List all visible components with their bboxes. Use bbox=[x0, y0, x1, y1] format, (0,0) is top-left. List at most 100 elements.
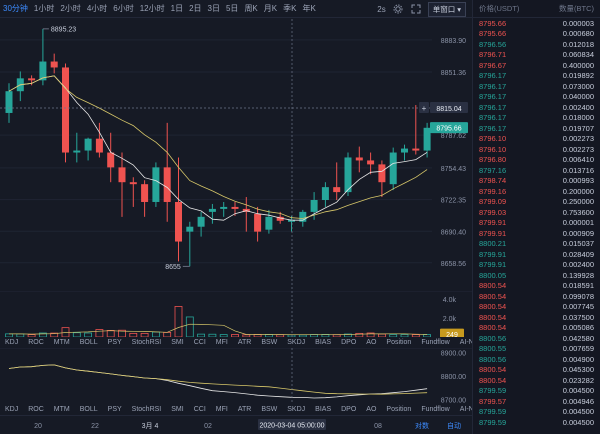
indicator-tab[interactable]: DPO bbox=[341, 406, 357, 413]
indicator-tab[interactable]: SMI bbox=[171, 339, 184, 346]
indicator-tab[interactable]: Position bbox=[386, 339, 412, 346]
indicator-tab[interactable]: DPO bbox=[341, 339, 357, 346]
sub-indicator-pane[interactable]: 8900.00 8800.00 8700.00 bbox=[0, 348, 472, 404]
indicator-tab[interactable]: MFI bbox=[215, 339, 228, 346]
indicator-tab[interactable]: SKDJ bbox=[287, 406, 306, 413]
indicator-tab[interactable]: KDJ bbox=[5, 406, 19, 413]
indicator-tab[interactable]: StochRSI bbox=[131, 339, 162, 346]
indicator-tab[interactable]: ATR bbox=[237, 339, 252, 346]
window-layout-dropdown[interactable]: 单窗口 ▾ bbox=[427, 1, 466, 17]
timeframe-toolbar: 30分钟 1小时 2小时 4小时 6小时 12小时 1日 2日 3日 5日 周K 月K 季K 年K 2s 单窗… bbox=[0, 0, 472, 18]
candle[interactable] bbox=[152, 162, 160, 207]
refresh-speed[interactable]: 2s bbox=[377, 4, 386, 14]
candle[interactable] bbox=[129, 177, 137, 207]
candle[interactable] bbox=[163, 122, 171, 222]
candle[interactable] bbox=[5, 83, 13, 123]
timeframe-tab[interactable]: 2日 bbox=[189, 4, 202, 13]
auto-scale-toggle[interactable]: 自动 bbox=[447, 421, 461, 430]
indicator-tab[interactable]: ROC bbox=[28, 406, 44, 413]
candle[interactable] bbox=[288, 215, 295, 232]
indicator-tab[interactable]: BIAS bbox=[315, 406, 332, 413]
amount-column-header: 数量(BTC) bbox=[559, 4, 594, 13]
indicator-tab[interactable]: AO bbox=[366, 406, 377, 413]
timeframe-tab[interactable]: 3日 bbox=[207, 4, 220, 13]
candle[interactable] bbox=[242, 197, 250, 232]
volume-pane[interactable]: 4.0k 2.0k 249 bbox=[0, 291, 472, 337]
indicator-tab[interactable]: BSW bbox=[261, 339, 278, 346]
order-amount: 0.019707 bbox=[562, 123, 594, 133]
order-amount: 0.000993 bbox=[562, 176, 594, 186]
indicator-tab[interactable]: Position bbox=[386, 406, 412, 413]
volume-axis-label: 4.0k bbox=[443, 297, 457, 304]
candle[interactable] bbox=[265, 209, 273, 234]
indicator-tab[interactable]: PSY bbox=[107, 339, 122, 346]
indicator-tab[interactable]: MFI bbox=[215, 406, 228, 413]
candle[interactable] bbox=[73, 132, 81, 163]
indicator-tab[interactable]: MTM bbox=[53, 406, 70, 413]
indicator-tab[interactable]: AO bbox=[366, 339, 377, 346]
indicator-tab[interactable]: Fundflow bbox=[421, 339, 450, 346]
candle[interactable] bbox=[50, 53, 58, 74]
candle[interactable] bbox=[412, 105, 420, 155]
candle[interactable] bbox=[197, 211, 205, 237]
candle[interactable] bbox=[321, 182, 329, 207]
candle-body bbox=[265, 216, 273, 230]
fullscreen-icon[interactable] bbox=[410, 3, 422, 15]
order-price: 8799.09 bbox=[479, 197, 507, 207]
order-price: 8799.59 bbox=[479, 417, 507, 427]
timeframe-tab[interactable]: 1小时 bbox=[33, 4, 55, 13]
order-book-row: 8798.74 0.000993 bbox=[473, 176, 600, 187]
candle[interactable] bbox=[355, 146, 363, 173]
candle[interactable] bbox=[367, 152, 375, 175]
timeframe-tab[interactable]: 6小时 bbox=[113, 4, 134, 13]
timeframe-tab[interactable]: 2小时 bbox=[60, 4, 81, 13]
timeframe-tab[interactable]: 12小时 bbox=[139, 4, 165, 13]
indicator-tab[interactable]: BIAS bbox=[315, 339, 332, 346]
candle[interactable] bbox=[84, 137, 92, 161]
candle[interactable] bbox=[333, 162, 341, 201]
candle[interactable] bbox=[378, 160, 386, 198]
candle[interactable] bbox=[401, 144, 408, 161]
log-scale-toggle[interactable]: 对数 bbox=[415, 421, 429, 430]
timeframe-tab[interactable]: 4小时 bbox=[86, 4, 108, 13]
chart-area[interactable]: 30分钟 1小时 2小时 4小时 6小时 12小时 1日 2日 3日 5日 周K 月K 季K 年K 2s 单窗… bbox=[0, 0, 494, 434]
timeframe-tab[interactable]: 1日 bbox=[170, 4, 184, 13]
indicator-tab[interactable]: PSY bbox=[107, 406, 122, 413]
indicator-tab[interactable]: CCI bbox=[193, 406, 206, 413]
candle[interactable] bbox=[141, 180, 149, 217]
indicator-tab[interactable]: Fundflow bbox=[421, 406, 450, 413]
candle[interactable] bbox=[175, 157, 182, 262]
indicator-tab[interactable]: KDJ bbox=[5, 339, 19, 346]
timeframe-tab[interactable]: 30分钟 bbox=[3, 4, 28, 13]
indicator-tab[interactable]: SMI bbox=[171, 406, 184, 413]
timeframe-tab[interactable]: 周K bbox=[244, 4, 258, 13]
indicator-tab[interactable]: MTM bbox=[53, 339, 70, 346]
timeframe-tab[interactable]: 月K bbox=[263, 4, 278, 13]
candlestick-pane[interactable]: 8883.90 8851.36 8787.62 8754.43 8722.35 8690.… bbox=[0, 19, 472, 291]
candle[interactable] bbox=[344, 152, 352, 197]
candle[interactable] bbox=[107, 132, 115, 183]
candle[interactable] bbox=[389, 147, 397, 191]
timeframe-tab[interactable]: 季K bbox=[283, 4, 297, 13]
indicator-tab[interactable]: ATR bbox=[237, 406, 252, 413]
add-order-button[interactable] bbox=[419, 101, 429, 113]
candle[interactable] bbox=[39, 28, 47, 86]
settings-icon[interactable] bbox=[392, 3, 404, 15]
indicator-tab[interactable]: ROC bbox=[28, 339, 44, 346]
timeframe-tab[interactable]: 5日 bbox=[225, 4, 239, 13]
indicator-tab[interactable]: BOLL bbox=[79, 339, 98, 346]
indicator-tab[interactable]: BSW bbox=[261, 406, 278, 413]
candle[interactable] bbox=[62, 63, 69, 163]
timeframe-tab[interactable]: 年K bbox=[302, 4, 316, 13]
candle[interactable] bbox=[220, 201, 228, 217]
candle[interactable] bbox=[186, 221, 194, 267]
indicator-tab[interactable]: BOLL bbox=[79, 406, 98, 413]
candle[interactable] bbox=[423, 122, 431, 158]
indicator-tab[interactable]: SKDJ bbox=[287, 339, 306, 346]
candle[interactable] bbox=[95, 122, 103, 158]
indicator-tab[interactable]: CCI bbox=[193, 339, 206, 346]
indicator-tab[interactable]: StochRSI bbox=[131, 406, 162, 413]
candle[interactable] bbox=[254, 206, 262, 242]
candle[interactable] bbox=[118, 152, 126, 217]
candle[interactable] bbox=[208, 203, 216, 224]
